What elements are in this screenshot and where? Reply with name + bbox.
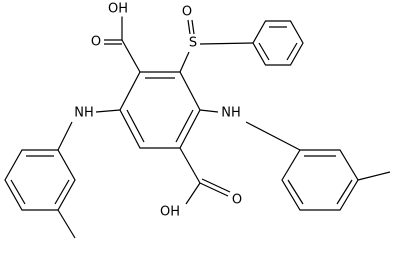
bond	[185, 182, 201, 205]
atom-label: NH	[74, 106, 94, 121]
double-bond	[286, 42, 298, 61]
label-background	[89, 34, 103, 50]
label-background	[187, 35, 199, 51]
bond	[121, 39, 141, 73]
double-bond	[175, 109, 194, 143]
bond	[179, 51, 190, 73]
label-background	[230, 192, 244, 208]
label-background	[180, 4, 194, 20]
bond	[187, 19, 191, 35]
label-background	[220, 105, 242, 121]
label-background	[106, 1, 130, 17]
double-bond	[258, 42, 270, 61]
bonds	[4, 16, 391, 239]
label-background	[73, 105, 95, 121]
bond	[245, 121, 301, 151]
bond	[57, 121, 73, 151]
double-bond	[10, 179, 26, 205]
double-bond	[54, 179, 70, 205]
tolyl-ring	[4, 149, 76, 211]
double-bond	[201, 178, 231, 193]
bond	[95, 109, 121, 113]
double-bond	[336, 179, 353, 205]
bond	[199, 182, 229, 197]
atom-labels: OH O S O NH NH OH O	[73, 1, 244, 220]
atom-label: OH	[108, 2, 128, 17]
methyl-bond	[357, 171, 391, 181]
double-bond	[287, 179, 304, 205]
double-bond	[126, 109, 145, 143]
bond	[199, 109, 219, 113]
tolyl-ring	[281, 149, 359, 211]
methyl-bond	[57, 209, 76, 239]
phenyl-ring	[252, 20, 304, 66]
atom-label: OH	[160, 205, 180, 220]
atom-label: O	[91, 35, 101, 50]
atom-label: O	[182, 5, 192, 20]
atom-label: NH	[221, 106, 241, 121]
double-bond	[191, 19, 195, 35]
central-ring	[119, 71, 201, 149]
bond	[199, 42, 254, 45]
atom-label: S	[189, 36, 197, 51]
bond	[179, 147, 201, 184]
atom-label: O	[232, 193, 242, 208]
label-background	[158, 204, 182, 220]
